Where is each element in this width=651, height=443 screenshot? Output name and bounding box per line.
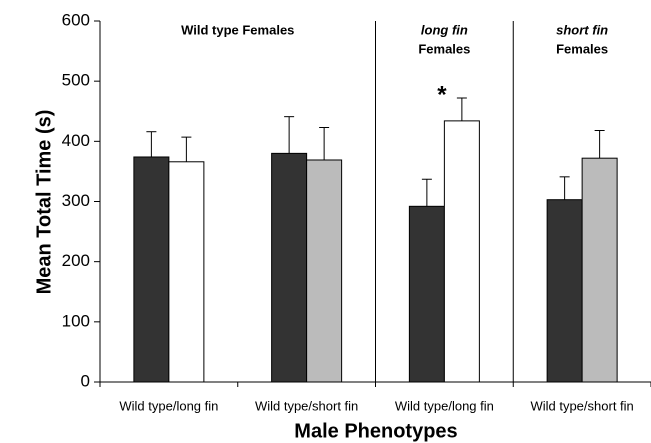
y-tick-label: 100 [62,311,90,330]
bar [271,152,308,383]
annotation: * [437,81,447,108]
y-tick-label: 0 [81,371,90,390]
bar [546,199,583,383]
panel-label: Females [418,41,470,56]
x-tick-label: Wild type/long fin [119,398,218,413]
y-tick-label: 300 [62,191,90,210]
x-tick-label: Wild type/long fin [395,398,494,413]
bar [133,156,170,383]
y-tick-label: 400 [62,131,90,150]
bar [168,161,205,383]
bar [443,120,480,383]
bar [408,205,445,383]
bar [306,159,343,383]
y-tick-label: 500 [62,71,90,90]
x-tick-label: Wild type/short fin [530,398,633,413]
panel-label: short fin [556,22,608,37]
panel-label: long fin [421,22,468,37]
y-axis-title: Mean Total Time (s) [33,110,55,295]
y-tick-label: 600 [62,10,90,29]
bar [581,157,618,383]
panel-label: Females [556,41,608,56]
panel-label: Wild type Females [181,22,294,37]
x-axis-title: Male Phenotypes [294,420,457,442]
x-tick-label: Wild type/short fin [255,398,358,413]
y-tick-label: 200 [62,251,90,270]
